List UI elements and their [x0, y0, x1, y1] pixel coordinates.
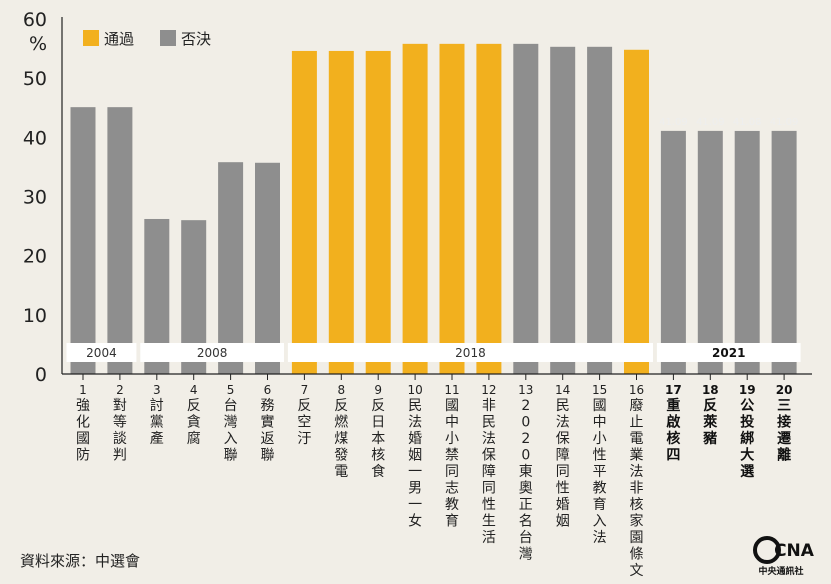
category-number: 6 [264, 383, 272, 397]
data-label-17: 41.09 [659, 117, 688, 128]
category-label-5: 台灣入聯 [224, 398, 238, 464]
bar-2 [107, 107, 133, 375]
bar-5 [218, 162, 244, 374]
category-label-18: 反萊豬 [702, 397, 718, 447]
y-unit-label: % [29, 33, 47, 55]
category-label-4: 反貪腐 [187, 398, 201, 447]
category-label-10: 民法婚姻一男一女 [408, 398, 422, 530]
category-number: 14 [555, 383, 570, 397]
data-label-20: 41.09 [770, 117, 799, 128]
category-number: 19 [739, 383, 756, 397]
year-band-label: 2021 [712, 346, 745, 360]
category-label-16: 廢止電業法非核家園條文 [630, 397, 644, 579]
category-label-7: 反空汙 [297, 398, 311, 447]
category-number: 3 [153, 383, 161, 397]
bar-16 [624, 49, 649, 375]
category-number: 20 [776, 383, 793, 397]
category-number: 2 [116, 383, 124, 397]
bar-17 [660, 130, 686, 374]
y-tick-label: 60 [23, 9, 47, 31]
y-tick-label: 20 [23, 246, 47, 268]
category-label-19: 公投綁大選 [740, 398, 754, 480]
legend-swatch-1 [83, 30, 99, 46]
bar-14 [550, 46, 576, 374]
cna-logo-caption: 中央通訊社 [758, 565, 803, 577]
category-number: 18 [702, 383, 719, 397]
cna-logo-ring [753, 536, 781, 564]
data-label-18: 41.09 [696, 117, 725, 128]
category-label-17: 重啟核四 [666, 397, 681, 464]
category-label-8: 反燃煤發電 [334, 398, 348, 480]
category-number: 7 [301, 383, 309, 397]
year-band-label: 2004 [86, 346, 117, 360]
bar-11 [439, 43, 465, 374]
category-label-2: 對等談判 [113, 398, 127, 464]
category-number: 10 [407, 383, 422, 397]
category-number: 13 [518, 383, 533, 397]
category-number: 5 [227, 383, 235, 397]
y-tick-label: 30 [23, 187, 47, 209]
category-label-9: 反日本核食 [371, 398, 385, 480]
bar-13 [513, 43, 539, 374]
category-number: 4 [190, 383, 198, 397]
category-label-13: 2 0 2 0 東奧正名台灣 [519, 398, 533, 563]
y-tick-label: 0 [35, 364, 47, 386]
y-tick-label: 10 [23, 305, 47, 327]
bar-6 [255, 162, 280, 374]
year-band-label: 2008 [197, 346, 228, 360]
category-number: 8 [337, 383, 345, 397]
legend-label-2: 否決 [181, 30, 211, 48]
bar-12 [476, 43, 502, 374]
category-number: 12 [481, 383, 496, 397]
category-label-15: 國中小性平教育入法 [593, 398, 607, 546]
bar-19 [734, 130, 760, 374]
category-label-14: 民法保障同性婚姻 [556, 398, 570, 530]
year-band-2018 [287, 343, 653, 362]
category-label-11: 國中小禁同志教育 [445, 398, 459, 530]
year-band-2008 [140, 343, 284, 362]
bar-8 [328, 50, 354, 374]
category-number: 11 [444, 383, 459, 397]
category-label-12: 非民法保障同性生活 [482, 398, 496, 546]
category-label-6: 務實返聯 [261, 398, 275, 464]
bar-20 [771, 130, 797, 374]
category-number: 16 [629, 383, 644, 397]
legend-swatch-2 [160, 30, 176, 46]
year-band-2004 [66, 343, 137, 362]
y-tick-label: 40 [23, 127, 47, 149]
category-label-1: 強化國防 [76, 398, 90, 464]
category-label-20: 三接遷離 [777, 398, 791, 464]
cna-logo-mark: CNA [774, 541, 815, 561]
y-tick-label: 50 [23, 68, 47, 90]
data-label-19: 41.08 [733, 117, 762, 128]
category-label-3: 討黨產 [150, 398, 164, 447]
bar-10 [402, 43, 428, 374]
category-number: 15 [592, 383, 607, 397]
category-number: 1 [79, 383, 87, 397]
legend-label-1: 通過 [104, 30, 134, 48]
bar-1 [70, 107, 96, 375]
year-band-label: 2018 [455, 346, 486, 360]
year-band-2021 [656, 343, 801, 362]
bar-18 [697, 130, 723, 374]
bar-15 [587, 46, 613, 374]
bar-7 [291, 50, 317, 374]
source-note: 資料來源：中選會 [20, 552, 140, 570]
category-number: 17 [665, 383, 682, 397]
bar-9 [365, 50, 391, 374]
category-number: 9 [374, 383, 382, 397]
